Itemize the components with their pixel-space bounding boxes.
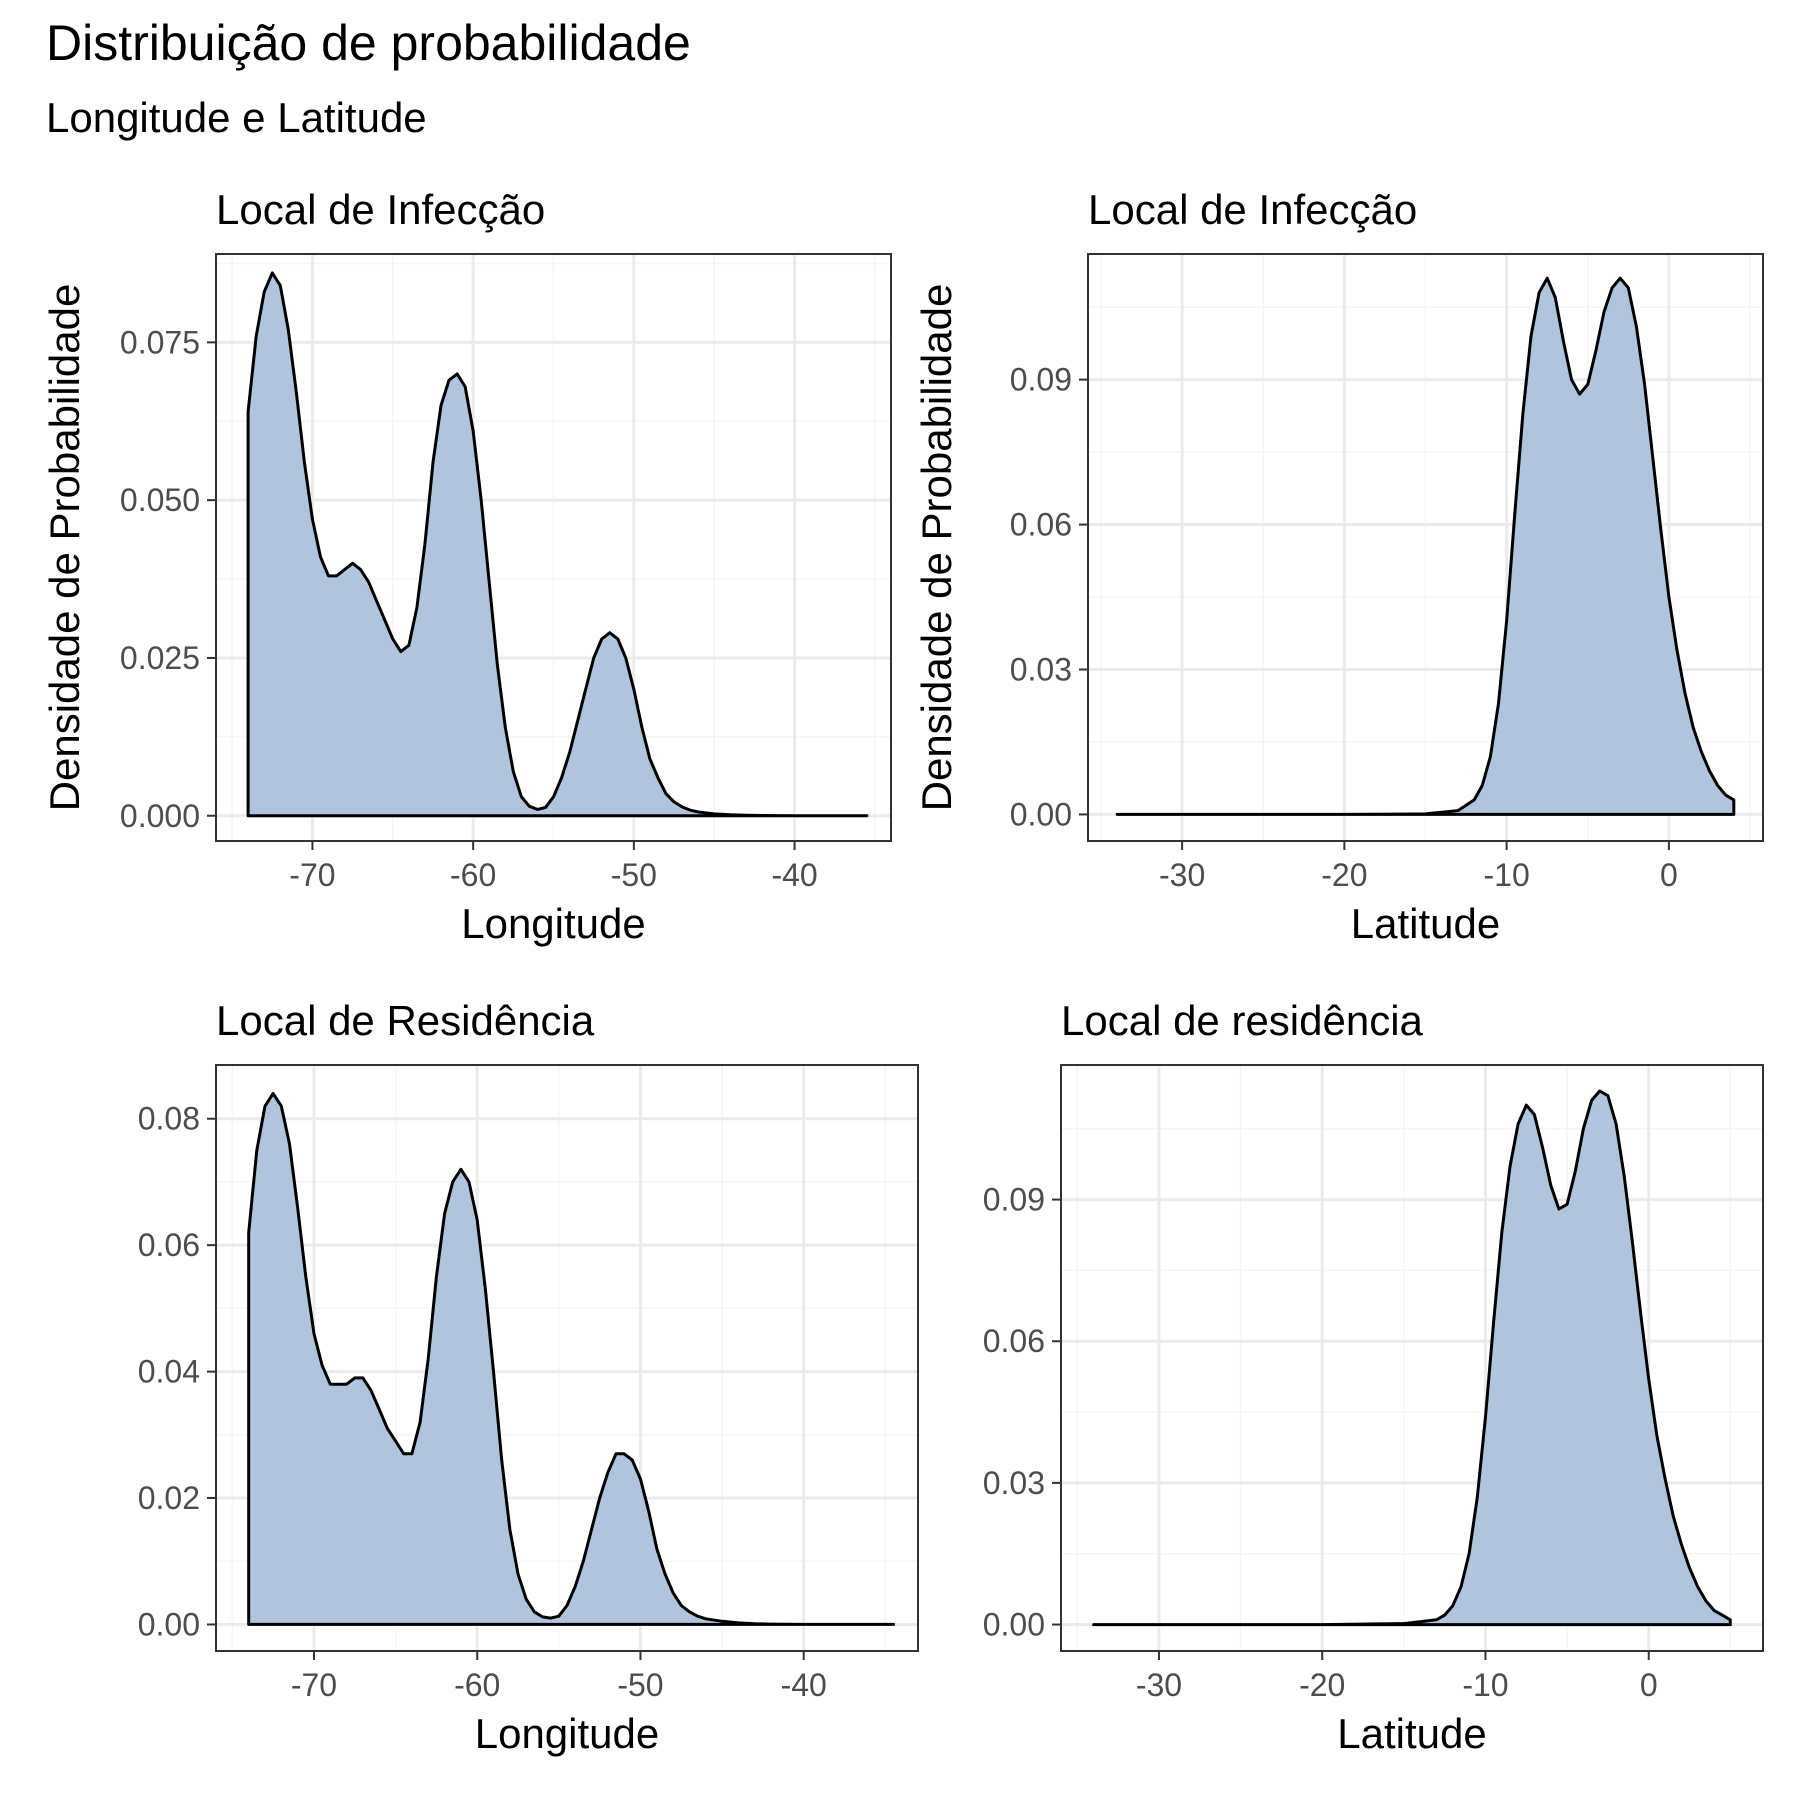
y-tick-label: 0.025	[120, 640, 200, 676]
panel-title: Local de Residência	[216, 997, 595, 1044]
density-area	[247, 1091, 895, 1626]
x-tick-label: -60	[454, 1667, 500, 1703]
x-tick-label: -50	[611, 857, 657, 893]
y-tick-label: 0.09	[1010, 362, 1072, 398]
chart-panel-1: -70 -60 -50 -40 0.000 0.025 0.050 0.075 Local de…	[41, 186, 892, 947]
panel-title: Local de residência	[1061, 997, 1424, 1044]
x-tick-label: 0	[1640, 1667, 1658, 1703]
figure-title: Distribuição de probabilidade	[46, 15, 691, 71]
panel-border	[1087, 253, 1764, 842]
density-area	[1115, 276, 1736, 816]
panel-border	[215, 1064, 919, 1652]
density-area	[246, 271, 869, 818]
x-tick-label: -40	[771, 857, 817, 893]
y-tick-label: 0.06	[983, 1323, 1045, 1359]
x-tick-label: 0	[1660, 857, 1678, 893]
x-tick-label: -70	[289, 857, 335, 893]
x-tick-label: -10	[1484, 857, 1530, 893]
y-tick-label: 0.06	[1010, 507, 1072, 543]
y-tick-label: 0.050	[120, 482, 200, 518]
y-tick-label: 0.000	[120, 798, 200, 834]
x-tick-label: -20	[1321, 857, 1367, 893]
x-tick-label: -30	[1136, 1667, 1182, 1703]
y-tick-label: 0.06	[138, 1227, 200, 1263]
x-tick-label: -70	[291, 1667, 337, 1703]
figure-subtitle: Longitude e Latitude	[46, 94, 427, 141]
panel-border	[1060, 1064, 1764, 1652]
y-tick-label: 0.09	[983, 1182, 1045, 1218]
y-tick-label: 0.03	[1010, 651, 1072, 687]
panel-title: Local de Infecção	[1088, 186, 1417, 233]
x-axis-label: Latitude	[1351, 900, 1500, 947]
chart-panel-4: -30 -20 -10 0 0.00 0.03 0.06 0.09 Local de resid…	[983, 997, 1764, 1757]
density-area	[1092, 1089, 1732, 1627]
x-tick-label: -20	[1299, 1667, 1345, 1703]
y-tick-label: 0.08	[138, 1101, 200, 1137]
y-tick-label: 0.00	[983, 1607, 1045, 1643]
chart-panel-2: -30 -20 -10 0 0.00 0.03 0.06 0.09 Local de Infec…	[913, 186, 1764, 947]
y-axis-label: Densidade de Probabilidade	[41, 284, 88, 812]
x-tick-label: -10	[1462, 1667, 1508, 1703]
x-tick-label: -50	[617, 1667, 663, 1703]
y-tick-label: 0.00	[138, 1606, 200, 1642]
y-tick-label: 0.04	[138, 1354, 200, 1390]
x-tick-label: -60	[450, 857, 496, 893]
x-axis-label: Latitude	[1337, 1710, 1486, 1757]
y-tick-label: 0.03	[983, 1465, 1045, 1501]
x-axis-label: Longitude	[461, 900, 646, 947]
y-tick-label: 0.02	[138, 1480, 200, 1516]
x-tick-label: -40	[781, 1667, 827, 1703]
panel-title: Local de Infecção	[216, 186, 545, 233]
x-axis-label: Longitude	[475, 1710, 660, 1757]
y-tick-label: 0.00	[1010, 796, 1072, 832]
y-tick-label: 0.075	[120, 324, 200, 360]
chart-panel-3: -70 -60 -50 -40 0.00 0.02 0.04 0.06 0.08 Local de…	[138, 997, 919, 1757]
y-axis-label: Densidade de Probabilidade	[913, 284, 960, 812]
panel-border	[215, 253, 892, 842]
x-tick-label: -30	[1159, 857, 1205, 893]
